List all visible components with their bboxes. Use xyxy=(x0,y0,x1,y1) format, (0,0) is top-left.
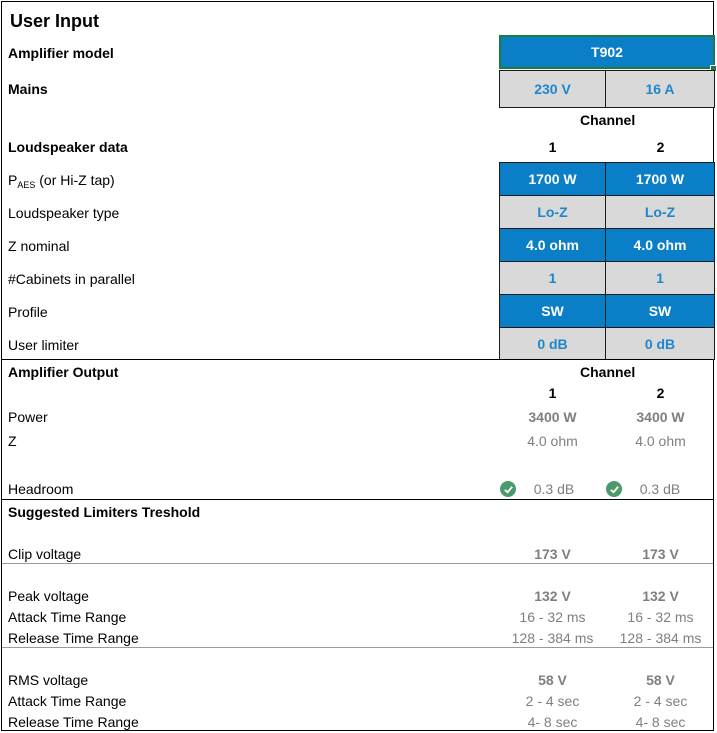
output-channel-2-header: 2 xyxy=(656,385,665,401)
power-label: Power xyxy=(8,409,48,425)
clip-voltage-label: Clip voltage xyxy=(8,546,82,562)
peak-voltage-label: Peak voltage xyxy=(8,588,89,604)
z-label: Z xyxy=(8,433,17,449)
profile-ch2-cell[interactable]: SW xyxy=(605,294,715,328)
profile-ch1-cell[interactable]: SW xyxy=(499,294,606,328)
rms-release-label: Release Time Range xyxy=(8,714,139,730)
z-ch2-value: 4.0 ohm xyxy=(635,433,686,449)
rms-ch2-value: 58 V xyxy=(646,672,675,688)
peak-attack-label: Attack Time Range xyxy=(8,609,127,625)
output-channel-1-header: 1 xyxy=(548,385,557,401)
check-circle-icon xyxy=(606,481,622,497)
z-nominal-ch1-cell[interactable]: 4.0 ohm xyxy=(499,228,606,262)
amplifier-model-label: Amplifier model xyxy=(8,45,114,61)
z-nominal-label: Z nominal xyxy=(8,238,70,254)
peak-ch2-value: 132 V xyxy=(642,588,679,604)
channel-header: Channel xyxy=(580,112,636,128)
headroom-label: Headroom xyxy=(8,481,74,497)
rms-attack-ch1-value: 2 - 4 sec xyxy=(525,693,580,709)
output-channel-header: Channel xyxy=(580,364,636,380)
loudspeaker-type-ch2-cell[interactable]: Lo-Z xyxy=(605,195,715,229)
rms-ch1-value: 58 V xyxy=(538,672,567,688)
mains-voltage-cell[interactable]: 230 V xyxy=(499,70,606,108)
headroom-ch2-value: 0.3 dB xyxy=(639,481,681,497)
z-ch1-value: 4.0 ohm xyxy=(527,433,578,449)
divider xyxy=(2,563,713,564)
cabinets-ch1-cell[interactable]: 1 xyxy=(499,261,606,295)
mains-label: Mains xyxy=(8,81,48,97)
peak-attack-ch2-value: 16 - 32 ms xyxy=(627,609,694,625)
paes-ch2-cell[interactable]: 1700 W xyxy=(605,162,715,196)
peak-release-label: Release Time Range xyxy=(8,630,139,646)
cabinets-ch2-cell[interactable]: 1 xyxy=(605,261,715,295)
amplifier-output-label: Amplifier Output xyxy=(8,364,119,380)
loudspeaker-data-label: Loudspeaker data xyxy=(8,139,128,155)
power-ch2-value: 3400 W xyxy=(636,409,685,425)
profile-label: Profile xyxy=(8,304,48,320)
rms-release-ch2-value: 4- 8 sec xyxy=(635,714,686,730)
check-circle-icon xyxy=(500,481,516,497)
paes-label: PAES (or Hi-Z tap) xyxy=(8,172,115,190)
user-limiter-ch2-cell[interactable]: 0 dB xyxy=(605,327,715,360)
divider xyxy=(2,499,713,500)
rms-release-ch1-value: 4- 8 sec xyxy=(527,714,578,730)
clip-ch2-value: 173 V xyxy=(642,546,679,562)
user-limiter-label: User limiter xyxy=(8,337,79,353)
rms-attack-label: Attack Time Range xyxy=(8,693,127,709)
user-limiter-ch1-cell[interactable]: 0 dB xyxy=(499,327,606,360)
power-ch1-value: 3400 W xyxy=(528,409,577,425)
peak-attack-ch1-value: 16 - 32 ms xyxy=(519,609,586,625)
headroom-ch1-value: 0.3 dB xyxy=(533,481,575,497)
peak-release-ch1-value: 128 - 384 ms xyxy=(511,630,594,646)
divider xyxy=(2,359,713,360)
loudspeaker-type-ch1-cell[interactable]: Lo-Z xyxy=(499,195,606,229)
mains-current-cell[interactable]: 16 A xyxy=(605,70,715,108)
page-title: User Input xyxy=(10,11,100,31)
rms-attack-ch2-value: 2 - 4 sec xyxy=(633,693,688,709)
peak-release-ch2-value: 128 - 384 ms xyxy=(619,630,702,646)
peak-ch1-value: 132 V xyxy=(534,588,571,604)
divider xyxy=(2,647,713,648)
cabinets-label: #Cabinets in parallel xyxy=(8,271,135,287)
paes-ch1-cell[interactable]: 1700 W xyxy=(499,162,606,196)
clip-ch1-value: 173 V xyxy=(534,546,571,562)
channel-1-header: 1 xyxy=(548,139,557,155)
rms-voltage-label: RMS voltage xyxy=(8,672,89,688)
amplifier-model-cell[interactable]: T902 xyxy=(499,35,715,69)
limiters-section-label: Suggested Limiters Treshold xyxy=(8,504,201,520)
loudspeaker-type-label: Loudspeaker type xyxy=(8,205,120,221)
channel-2-header: 2 xyxy=(656,139,665,155)
z-nominal-ch2-cell[interactable]: 4.0 ohm xyxy=(605,228,715,262)
